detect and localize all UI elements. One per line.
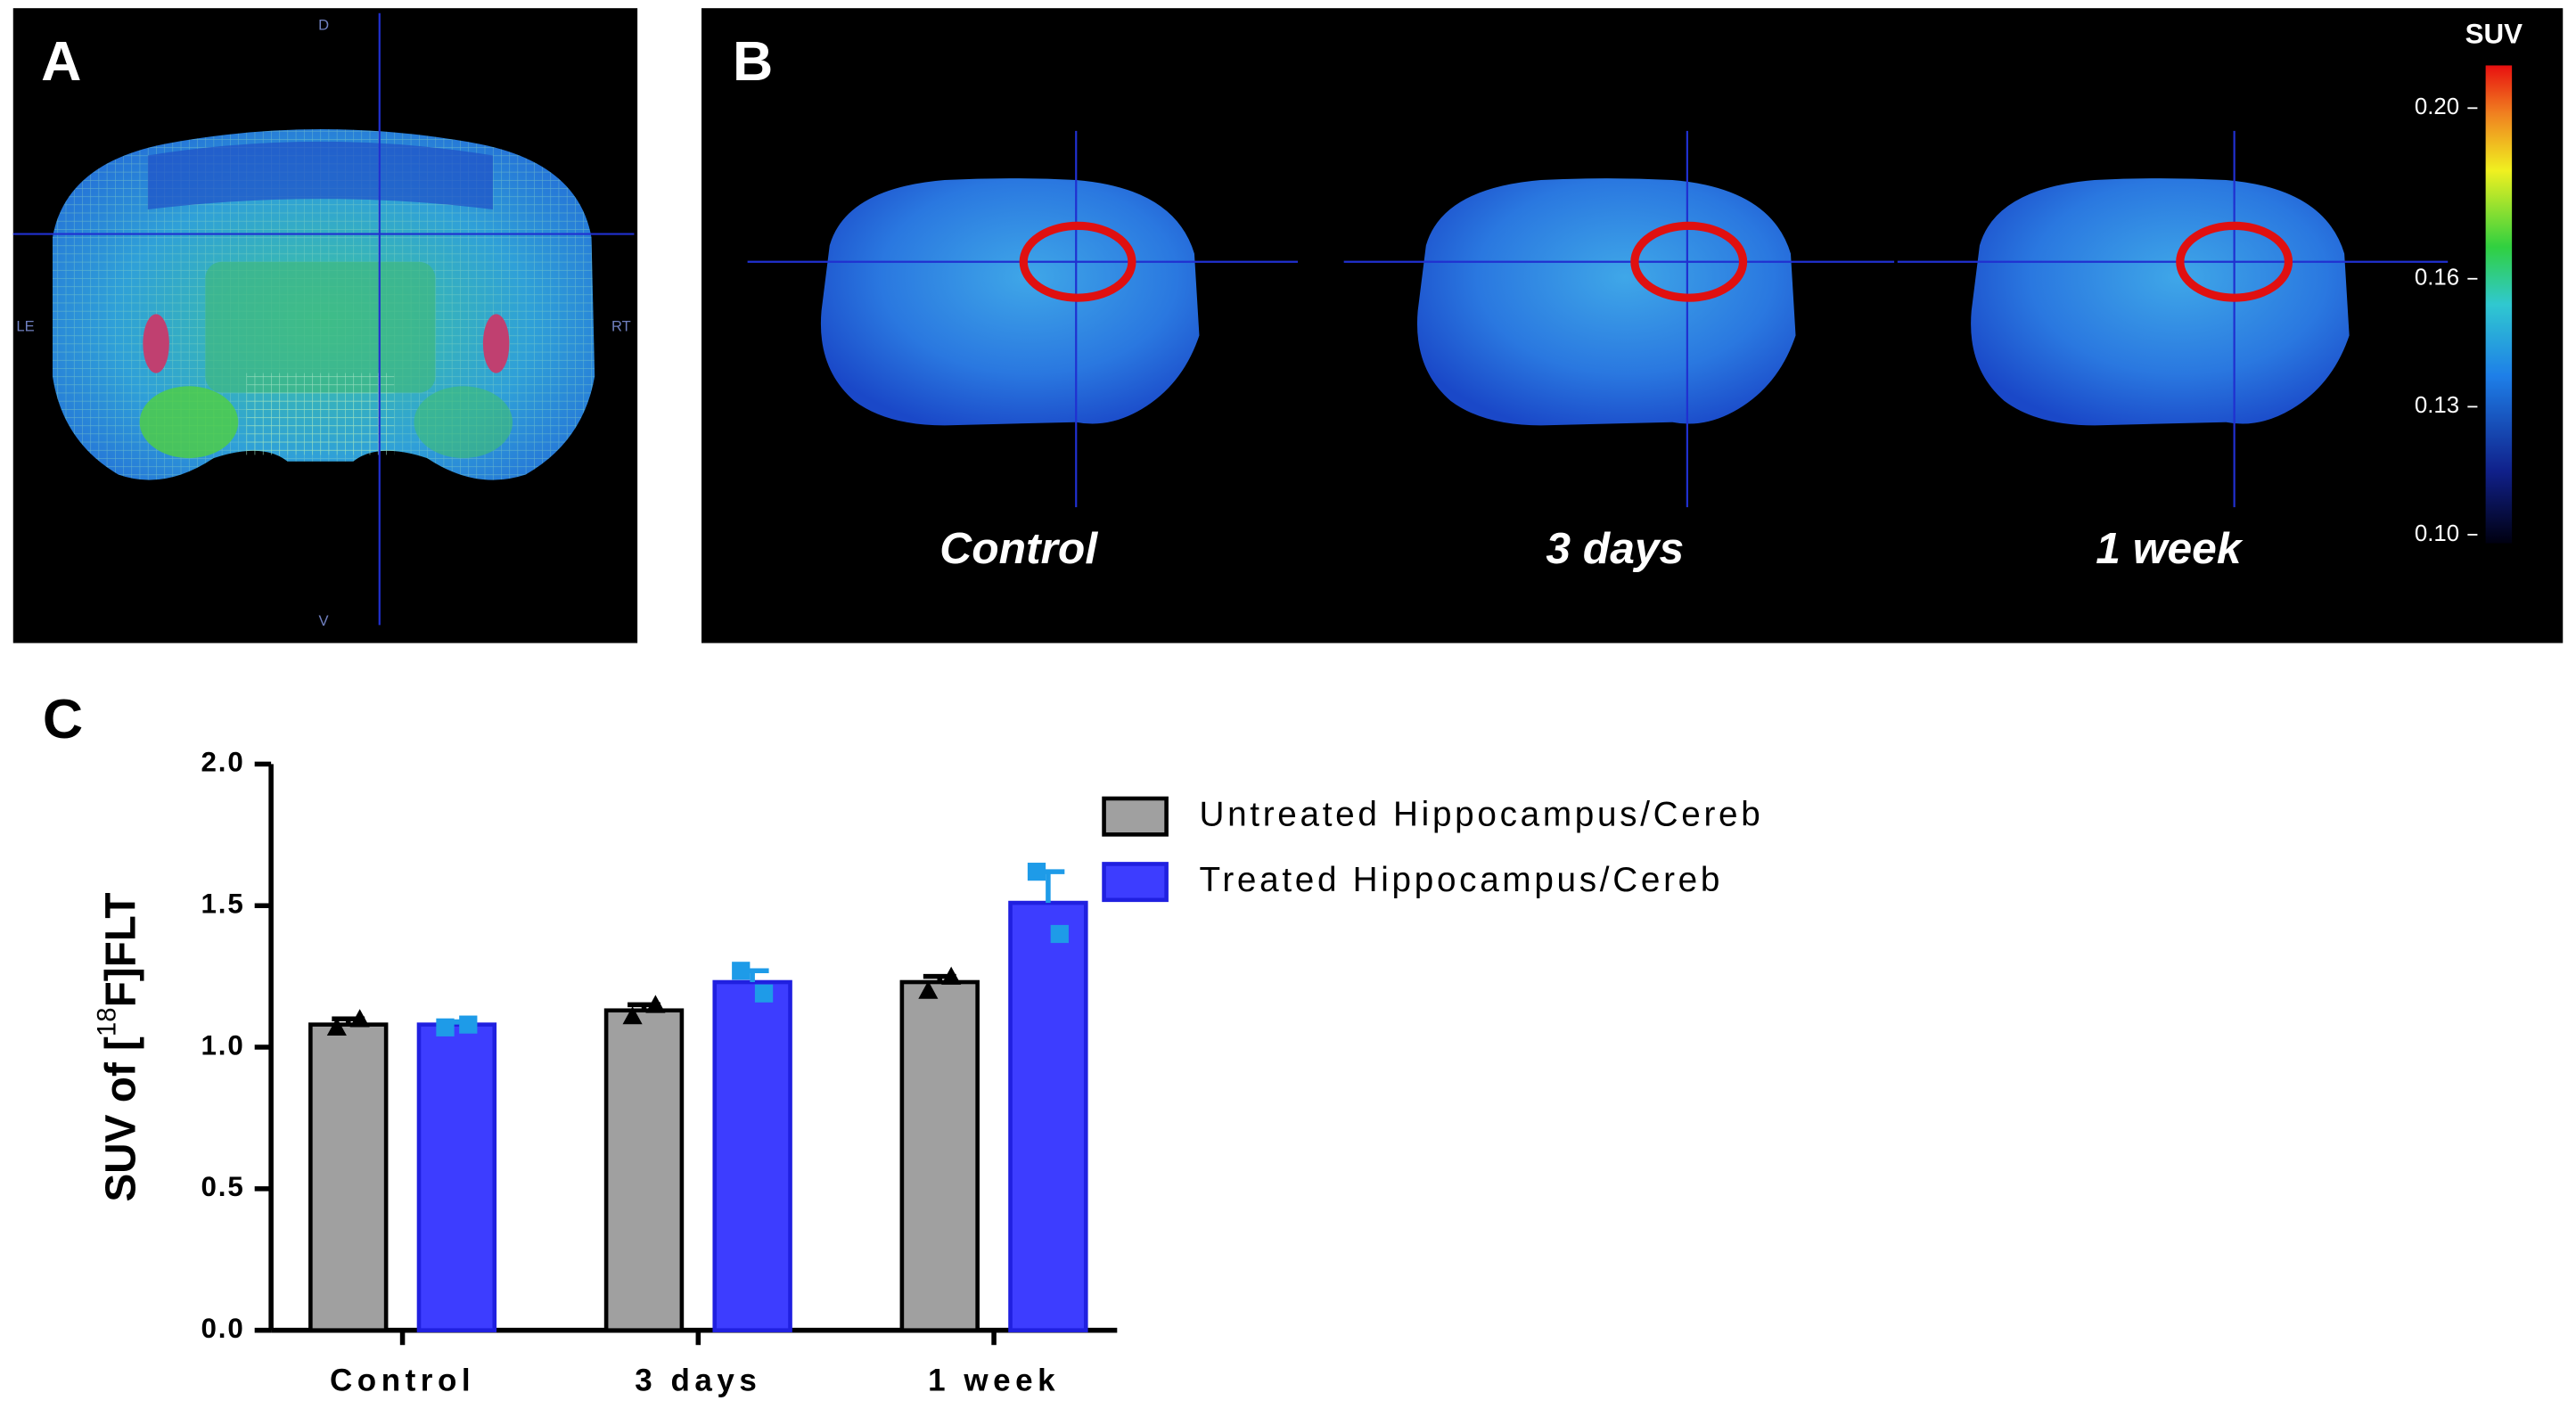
roi-marker — [2176, 221, 2293, 302]
data-point — [436, 1018, 455, 1036]
cortex-region — [147, 141, 493, 210]
orientation-label: RT — [611, 318, 631, 335]
data-point — [918, 980, 939, 999]
y-tick-label: 2.0 — [201, 747, 245, 778]
image-caption: 1 week — [2096, 523, 2244, 573]
legend-swatch — [1102, 796, 1169, 837]
bar — [416, 1022, 497, 1332]
brain-slice — [1416, 178, 1796, 426]
region-mesh — [246, 373, 395, 455]
colorbar-tick-label: 0.13 — [2415, 393, 2459, 418]
data-point — [941, 966, 962, 985]
data-point — [622, 1006, 643, 1025]
region — [482, 314, 510, 373]
data-point — [349, 1009, 370, 1028]
orientation-label: LE — [16, 318, 34, 335]
orientation-label: D — [318, 17, 329, 34]
orientation-label: V — [319, 612, 329, 629]
data-point — [1050, 924, 1069, 944]
region — [414, 386, 513, 459]
y-axis-label: SUV of [18F]FLT — [92, 892, 144, 1201]
legend-label: Untreated Hippocampus/Cereb — [1199, 795, 1763, 833]
colorbar-title: SUV — [2465, 19, 2523, 50]
image-caption: Control — [939, 523, 1098, 573]
y-label-text: SUV of [ — [97, 1036, 144, 1202]
x-tick-label: 1 week — [928, 1364, 1060, 1398]
x-tick-label: Control — [330, 1364, 475, 1398]
colorbar-tick-label: 0.20 — [2415, 94, 2459, 119]
bar — [1008, 900, 1088, 1332]
panel-a: A D V LE RT — [12, 8, 638, 643]
bar — [712, 979, 792, 1332]
brain-slice — [1971, 178, 2350, 426]
panel-c: C 0.0 0.5 1.0 1.5 2.0 SUV of [18F]FLT Control 3… — [43, 688, 1763, 1398]
colorbar-tick-label: 0.16 — [2415, 266, 2459, 291]
y-label-text: F]FLT — [97, 892, 144, 1007]
colorbar-tick-label: 0.10 — [2415, 521, 2459, 546]
data-point — [1027, 863, 1046, 881]
legend-label: Treated Hippocampus/Cereb — [1199, 861, 1723, 899]
y-tick-label: 0.5 — [201, 1171, 245, 1202]
bar — [899, 979, 980, 1332]
y-label-superscript: 18 — [92, 1007, 121, 1036]
y-tick-label: 1.5 — [201, 889, 245, 920]
y-tick-label: 0.0 — [201, 1313, 245, 1344]
data-point — [459, 1015, 478, 1034]
region — [143, 314, 169, 373]
roi-marker — [1019, 221, 1136, 302]
bar — [603, 1008, 685, 1332]
data-point — [645, 995, 666, 1013]
data-point — [326, 1017, 347, 1036]
brain-slice — [820, 178, 1200, 426]
striatum-region — [205, 261, 436, 393]
x-tick-label: 3 days — [635, 1364, 761, 1398]
image-caption: 3 days — [1546, 523, 1684, 573]
panel-label: C — [43, 688, 83, 750]
colorbar — [2485, 65, 2513, 544]
legend-swatch — [1102, 862, 1169, 903]
data-point — [754, 984, 774, 1003]
panel-label: B — [733, 30, 773, 93]
data-point — [732, 962, 751, 980]
region — [139, 386, 239, 459]
roi-marker — [1630, 221, 1748, 302]
y-tick-label: 1.0 — [201, 1029, 245, 1061]
panel-label: A — [41, 30, 81, 93]
panel-b: B SUV Control 3 days 1 week 0.20 0.16 0.13 0.1… — [701, 8, 2564, 643]
bar — [308, 1022, 389, 1332]
